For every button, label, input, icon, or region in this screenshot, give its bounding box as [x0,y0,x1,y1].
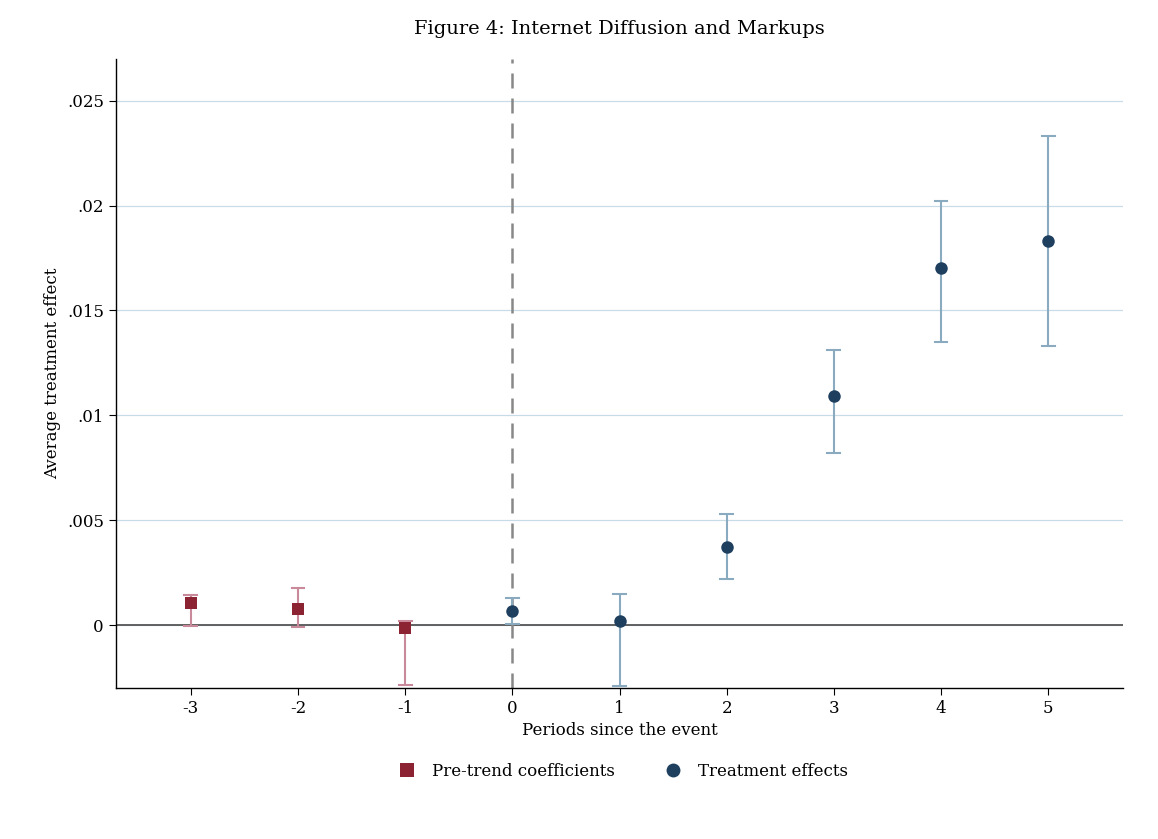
Title: Figure 4: Internet Diffusion and Markups: Figure 4: Internet Diffusion and Markups [415,20,824,38]
Legend: Pre-trend coefficients, Treatment effects: Pre-trend coefficients, Treatment effect… [384,756,855,787]
X-axis label: Periods since the event: Periods since the event [521,722,718,739]
Y-axis label: Average treatment effect: Average treatment effect [44,268,61,479]
